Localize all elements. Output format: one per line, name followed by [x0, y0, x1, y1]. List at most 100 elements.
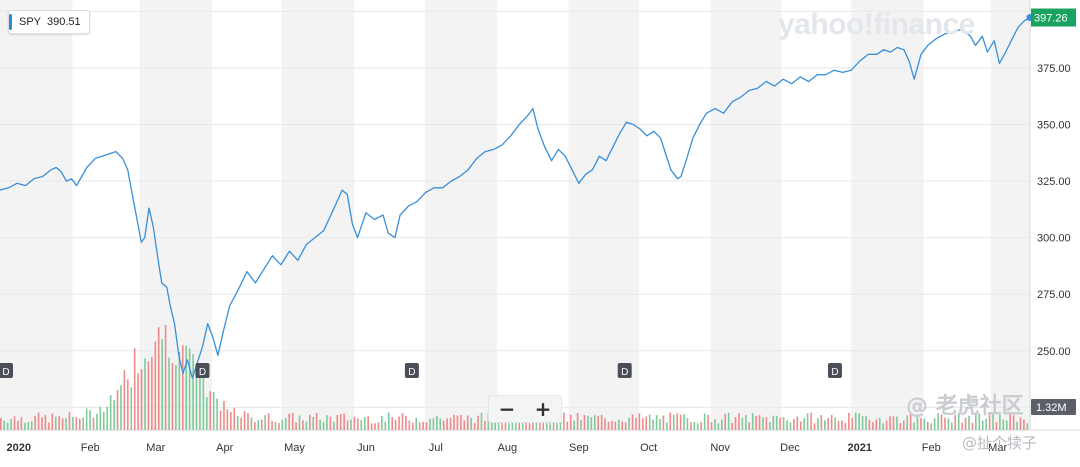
volume-bar — [858, 413, 860, 430]
x-tick-label: Nov — [710, 442, 730, 454]
volume-bar — [604, 418, 606, 430]
volume-bar — [580, 419, 582, 430]
month-band — [851, 0, 924, 430]
volume-bar — [473, 423, 476, 430]
volume-bar — [470, 417, 472, 430]
volume-bar — [600, 414, 603, 430]
volume-bar — [964, 417, 967, 430]
volume-bar — [412, 422, 414, 430]
volume-bar — [920, 418, 922, 430]
volume-bar — [940, 414, 943, 430]
volume-bar — [624, 422, 627, 430]
dividend-marker-label: D — [408, 367, 415, 378]
volume-bar — [284, 417, 287, 430]
volume-bar — [861, 415, 864, 430]
volume-bar — [714, 419, 716, 430]
volume-bar — [528, 423, 531, 430]
dividend-marker — [195, 363, 210, 378]
volume-bar — [597, 415, 599, 430]
volume-bar — [298, 415, 301, 430]
volume-bar — [140, 368, 143, 430]
volume-bar — [1019, 417, 1022, 430]
volume-bar — [892, 416, 895, 430]
dividend-marker — [617, 363, 632, 378]
dividend-marker — [827, 363, 842, 378]
volume-bar — [961, 422, 963, 430]
volume-bar — [645, 416, 648, 430]
volume-bar — [446, 418, 448, 430]
volume-bar — [161, 339, 163, 430]
volume-bar — [387, 412, 390, 430]
zoom-out-button[interactable]: − — [489, 396, 525, 422]
volume-bar — [765, 417, 768, 430]
x-tick-label: Jul — [429, 442, 443, 454]
volume-bars — [0, 324, 1029, 430]
axis-layer: 225.00250.00275.00300.00325.00350.00375.… — [6, 8, 1076, 454]
volume-bar — [851, 418, 854, 430]
volume-bar — [731, 422, 733, 430]
volume-bar — [717, 423, 720, 430]
volume-bar — [937, 413, 939, 430]
volume-bar — [178, 351, 181, 430]
dividend-marker-label: D — [621, 367, 628, 378]
volume-bar — [109, 395, 112, 430]
volume-bar — [587, 415, 589, 430]
volume-bar — [58, 416, 60, 430]
ticker-badge[interactable]: SPY 390.51 — [8, 10, 90, 34]
volume-bar — [6, 422, 9, 430]
volume-bar — [618, 419, 620, 430]
volume-bar — [885, 420, 888, 430]
x-tick-label: Sep — [569, 442, 589, 454]
volume-bar — [219, 410, 222, 430]
volume-bar — [968, 415, 970, 430]
volume-bar — [302, 420, 304, 430]
volume-bar — [212, 391, 215, 430]
volume-bar — [607, 421, 610, 430]
volume-bar — [758, 415, 761, 430]
volume-bar — [775, 415, 778, 430]
zoom-in-button[interactable]: + — [525, 396, 561, 422]
volume-bar — [817, 418, 819, 430]
volume-bar — [700, 422, 702, 430]
volume-bar — [566, 421, 569, 430]
volume-bar — [116, 389, 119, 430]
volume-bar — [769, 421, 771, 430]
volume-bar — [339, 413, 342, 430]
dividend-marker-label: D — [199, 367, 206, 378]
volume-bar — [830, 414, 833, 430]
volume-bar — [539, 422, 541, 430]
volume-bar — [353, 416, 356, 430]
volume-bar — [999, 414, 1001, 430]
volume-bar — [796, 416, 799, 430]
volume-bar — [703, 413, 706, 430]
dividend-marker-label: D — [831, 367, 838, 378]
volume-bar — [799, 421, 802, 430]
volume-bar — [837, 420, 840, 430]
volume-bar — [518, 419, 521, 430]
volume-bar — [755, 415, 757, 430]
x-tick-label: May — [284, 442, 305, 454]
x-tick-label: Jun — [357, 442, 375, 454]
volume-bar — [271, 420, 273, 430]
volume-bar — [37, 412, 40, 430]
volume-bar — [988, 414, 991, 430]
volume-bar — [535, 420, 538, 430]
volume-bar — [254, 421, 256, 430]
volume-bar — [394, 419, 397, 430]
volume-bar — [103, 411, 105, 430]
volume-bar — [209, 391, 212, 430]
volume-bar — [971, 422, 974, 430]
volume-bar — [27, 422, 30, 430]
volume-bar — [312, 416, 315, 430]
volume-bar — [61, 418, 64, 430]
volume-bar — [954, 414, 957, 430]
volume-bar — [195, 374, 198, 430]
volume-bar — [975, 412, 977, 430]
y-tick-label: 300.00 — [1037, 233, 1071, 245]
volume-bar — [442, 420, 445, 430]
volume-bar — [51, 413, 54, 430]
volume-bar — [130, 387, 133, 430]
volume-bar — [906, 415, 908, 430]
x-tick-label: Feb — [81, 442, 100, 454]
volume-bar — [432, 418, 435, 430]
